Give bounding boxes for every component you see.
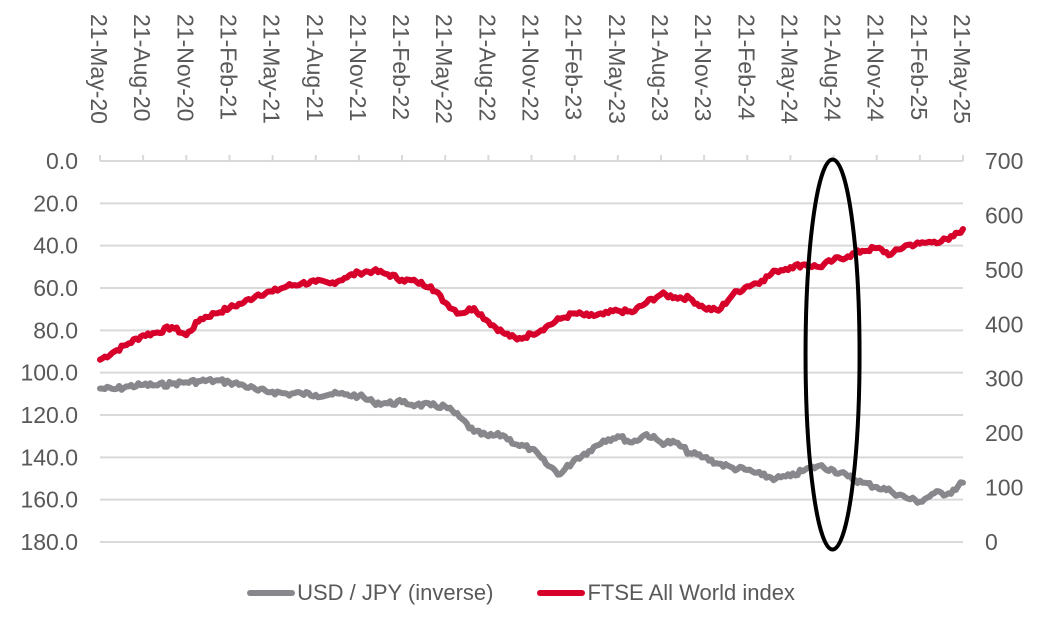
x-tick-label: 21-Feb-22 [388,14,414,120]
x-tick-label: 21-Feb-24 [733,14,759,120]
y-left-tick-label: 120.0 [20,402,78,428]
gridlines [100,160,963,543]
series-ftse-line [97,226,966,363]
y-left-tick-label: 160.0 [20,487,78,513]
x-tick-label: 21-Nov-22 [518,14,544,121]
y-left-tick-label: 100.0 [20,360,78,386]
legend: USD / JPY (inverse) FTSE All World index [0,580,1042,606]
series-lines [97,226,966,506]
x-tick-label: 21-Aug-21 [302,14,328,121]
y-left-tick-label: 80.0 [33,317,78,343]
x-tick-label: 21-Nov-23 [690,14,716,121]
y-right-tick-label: 300 [985,366,1023,392]
y-left-tick-label: 180.0 [20,529,78,555]
x-tick-label: 21-May-20 [86,14,112,124]
x-tick-label: 21-Feb-23 [561,14,587,120]
y-right-tick-label: 0 [985,529,998,555]
x-axis-ticks [99,155,964,161]
y-axis-right-labels: 0 100 200 300 400 500 600 700 [985,148,1023,555]
x-axis-labels: 21-May-20 21-Aug-20 21-Nov-20 21-Feb-21 21-M… [86,14,975,124]
legend-swatch-ftse [537,590,586,596]
annotation-ellipse [803,157,862,552]
y-left-tick-label: 140.0 [20,444,78,470]
legend-label-ftse: FTSE All World index [587,580,795,605]
x-tick-label: 21-Feb-25 [906,14,932,120]
x-tick-label: 21-Nov-20 [172,14,198,121]
x-tick-label: 21-Aug-22 [474,14,500,121]
y-left-tick-label: 40.0 [33,233,78,259]
y-right-tick-label: 600 [985,202,1023,228]
x-tick-label: 21-Aug-20 [129,14,155,121]
y-right-tick-label: 400 [985,311,1023,337]
legend-label-usdjpy: USD / JPY (inverse) [297,580,494,605]
annotation [803,157,862,552]
series-usdjpy-line [97,376,966,506]
y-right-tick-label: 200 [985,420,1023,446]
legend-swatch-usdjpy [247,590,296,596]
y-left-tick-label: 0.0 [46,148,78,174]
y-left-tick-label: 60.0 [33,275,78,301]
x-tick-label: 21-Nov-21 [345,14,371,121]
x-tick-label: 21-Aug-23 [647,14,673,121]
x-tick-label: 21-May-22 [431,14,457,124]
legend-item-ftse: FTSE All World index [537,580,795,606]
y-left-tick-label: 20.0 [33,190,78,216]
x-tick-label: 21-Feb-21 [215,14,241,120]
y-right-tick-label: 700 [985,148,1023,174]
x-tick-label: 21-May-21 [259,14,285,124]
y-right-tick-label: 100 [985,475,1023,501]
x-tick-label: 21-May-23 [604,14,630,124]
x-tick-label: 21-Aug-24 [820,14,846,122]
x-tick-label: 21-May-25 [949,14,975,124]
y-right-tick-label: 500 [985,257,1023,283]
y-axis-left-labels: 0.0 20.0 40.0 60.0 80.0 100.0 120.0 140.0 160.0 1… [20,148,78,555]
legend-item-usdjpy: USD / JPY (inverse) [247,580,493,606]
x-tick-label: 21-May-24 [776,14,802,124]
x-tick-label: 21-Nov-24 [863,14,889,122]
